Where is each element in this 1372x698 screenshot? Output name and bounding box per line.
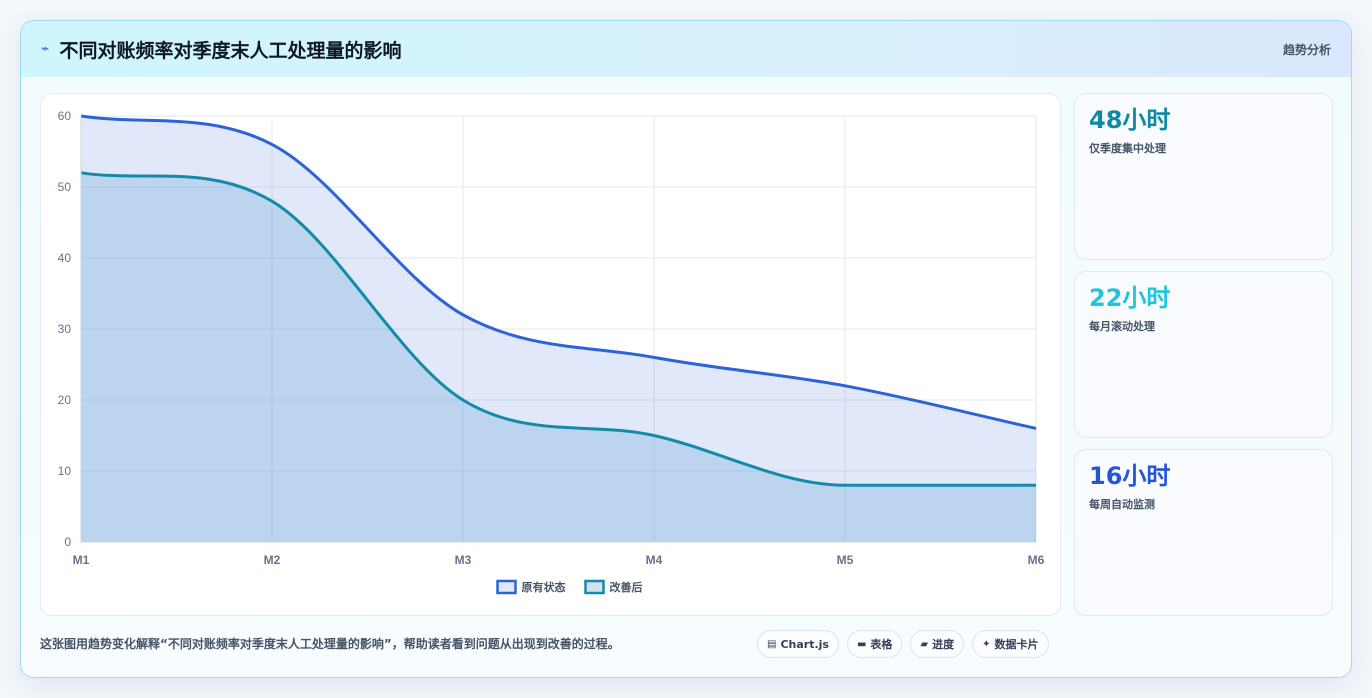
stat-card-weekly: 16小时 每周自动监测	[1074, 449, 1333, 616]
progress-icon: ▰	[920, 638, 929, 650]
series-area-1	[81, 172, 1036, 543]
x-tick-label: M4	[646, 553, 663, 567]
legend-swatch	[584, 579, 605, 595]
x-tick-label: M2	[264, 553, 281, 567]
y-tick-label: 30	[58, 322, 72, 336]
y-tick-label: 60	[58, 109, 72, 123]
x-tick-label: M5	[837, 553, 854, 567]
legend-swatch	[496, 579, 517, 595]
stat-label: 每周自动监测	[1089, 498, 1155, 511]
page-title: 不同对账频率对季度末人工处理量的影响	[59, 39, 402, 62]
y-tick-label: 10	[58, 464, 72, 478]
chip-data-cards[interactable]: ✦ 数据卡片	[972, 630, 1049, 658]
trend-icon: ⌁	[41, 41, 50, 57]
chip-chartjs[interactable]: ▤ Chart.js	[757, 630, 839, 658]
series-area-0	[81, 116, 1036, 542]
chip-label: Chart.js	[780, 637, 829, 651]
sparkle-icon: ✦	[982, 638, 991, 650]
stat-card-quarterly: 48小时 仅季度集中处理	[1074, 93, 1333, 260]
legend-label: 改善后	[610, 580, 643, 594]
chip-label: 进度	[932, 638, 955, 651]
feature-chips: ▤ Chart.js ▬ 表格 ▰ 进度 ✦ 数据卡片	[757, 630, 1049, 658]
series-line-0	[80, 114, 1037, 430]
chart-caption: 这张图用趋势变化解释“不同对账频率对季度末人工处理量的影响”，帮助读者看到问题从…	[40, 637, 620, 651]
y-tick-label: 0	[64, 535, 71, 549]
chart-icon: ▤	[767, 638, 777, 650]
y-tick-label: 20	[58, 393, 72, 407]
chip-table[interactable]: ▬ 表格	[846, 630, 903, 658]
legend-item-1[interactable]: 改善后	[584, 579, 643, 595]
x-tick-label: M6	[1028, 553, 1045, 567]
chip-label: 表格	[870, 638, 893, 651]
card-body: 0 10 20 30 40 50 60 M1 M2 M3 M4 M5 M6 原有状态 改善后 48小时 仅季…	[21, 77, 1351, 677]
chip-label: 数据卡片	[994, 638, 1039, 651]
chart-panel: 0 10 20 30 40 50 60 M1 M2 M3 M4 M5 M6 原有状态 改善后	[40, 93, 1061, 616]
stat-value: 48小时	[1089, 106, 1171, 134]
area-chart: 0 10 20 30 40 50 60 M1 M2 M3 M4 M5 M6 原有状态 改善后	[58, 109, 1045, 595]
stat-card-monthly: 22小时 每月滚动处理	[1074, 271, 1333, 438]
header-tag: 趋势分析	[1282, 42, 1331, 57]
x-tick-label: M1	[73, 553, 90, 567]
legend-item-0[interactable]: 原有状态	[496, 579, 566, 595]
dashboard-card: ⌁ 不同对账频率对季度末人工处理量的影响 趋势分析 0 10 20 30 40 50 60 M…	[20, 20, 1352, 678]
y-tick-label: 40	[58, 251, 72, 265]
legend-label: 原有状态	[522, 580, 566, 594]
stat-label: 每月滚动处理	[1089, 320, 1155, 333]
series-line-1	[80, 171, 1036, 487]
table-icon: ▬	[856, 638, 867, 650]
y-tick-label: 50	[58, 180, 72, 194]
stat-value: 16小时	[1089, 462, 1171, 490]
chip-progress[interactable]: ▰ 进度	[910, 630, 965, 658]
x-tick-label: M3	[455, 553, 472, 567]
stat-label: 仅季度集中处理	[1089, 142, 1166, 155]
stat-value: 22小时	[1089, 284, 1171, 312]
card-header: ⌁ 不同对账频率对季度末人工处理量的影响 趋势分析	[21, 21, 1351, 77]
